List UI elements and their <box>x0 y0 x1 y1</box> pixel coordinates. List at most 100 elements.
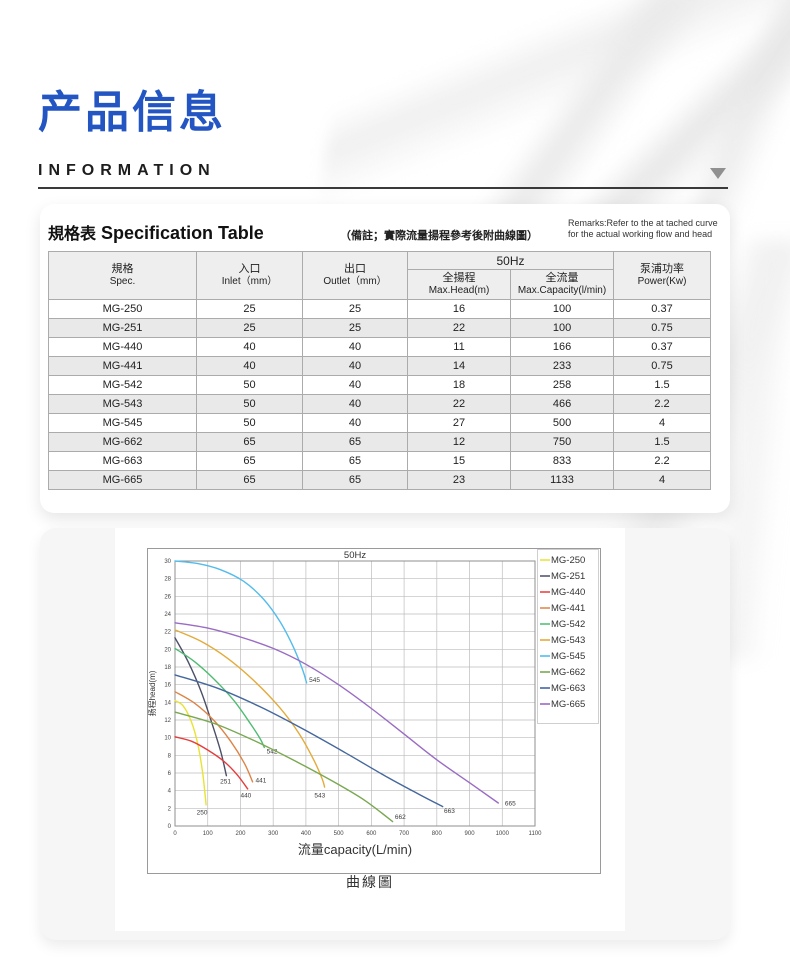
spec-title-cn: 規格表 <box>48 226 97 243</box>
svg-text:500: 500 <box>334 831 345 837</box>
table-cell: MG-545 <box>48 413 197 433</box>
table-cell: 750 <box>509 432 615 452</box>
col-header-2: 出口 Outlet（mm） <box>302 251 408 300</box>
curve-chart-card: 0 100 200 300 400 500 600 700 800 900 1000 1100 0 2 4 6… <box>40 528 730 940</box>
legend-MG-250: MG-250 <box>551 555 585 566</box>
table-cell: 65 <box>302 432 408 452</box>
table-cell: 40 <box>302 375 408 395</box>
spec-remarks: Remarks:Refer to the at tached curve for… <box>568 218 718 239</box>
table-cell: 2.2 <box>613 451 712 471</box>
table-cell: 1.5 <box>613 432 712 452</box>
table-cell: 25 <box>302 299 408 319</box>
svg-text:440: 440 <box>240 793 251 800</box>
spec-table-title: 規格表 Specification Table <box>48 220 264 244</box>
table-cell: 25 <box>196 299 303 319</box>
curve-MG-251 <box>174 637 228 777</box>
curve-MG-545 <box>174 560 308 684</box>
svg-text:20: 20 <box>164 647 171 653</box>
svg-text:0: 0 <box>173 831 177 837</box>
svg-text:16: 16 <box>164 683 171 689</box>
page-title: 产品信息 <box>38 88 226 137</box>
svg-text:251: 251 <box>220 779 231 786</box>
svg-text:4: 4 <box>168 789 172 795</box>
header-divider <box>38 187 728 189</box>
table-cell: 233 <box>509 356 615 376</box>
table-cell: 23 <box>407 470 511 490</box>
table-cell: 25 <box>302 318 408 338</box>
chart-panel: 0 100 200 300 400 500 600 700 800 900 1000 1100 0 2 4 6… <box>115 528 625 931</box>
svg-text:2: 2 <box>168 806 172 812</box>
svg-text:0: 0 <box>168 824 172 830</box>
info-header: INFORMATION <box>38 162 728 186</box>
table-cell: MG-440 <box>48 337 197 357</box>
svg-text:30: 30 <box>164 559 171 565</box>
table-cell: 25 <box>196 318 303 338</box>
svg-text:800: 800 <box>432 831 443 837</box>
table-cell: 18 <box>407 375 511 395</box>
svg-text:700: 700 <box>399 831 410 837</box>
col-header-3: 全揚程 Max.Head(m) <box>407 269 511 300</box>
table-row: MG-545 50 40 27 500 4 <box>48 413 712 433</box>
down-triangle-icon <box>710 168 726 179</box>
table-cell: 2.2 <box>613 394 712 414</box>
svg-text:900: 900 <box>465 831 476 837</box>
table-cell: MG-662 <box>48 432 197 452</box>
table-cell: MG-251 <box>48 318 197 338</box>
svg-text:300: 300 <box>268 831 279 837</box>
table-cell: 27 <box>407 413 511 433</box>
svg-text:1100: 1100 <box>529 831 543 837</box>
svg-text:200: 200 <box>235 831 246 837</box>
spec-note: （備註；實際流量揚程參考後附曲線圖） <box>340 230 538 242</box>
table-row: MG-251 25 25 22 100 0.75 <box>48 318 712 338</box>
table-cell: 65 <box>196 451 303 471</box>
svg-text:543: 543 <box>314 793 325 800</box>
curve-MG-441 <box>174 691 254 783</box>
table-cell: 65 <box>302 470 408 490</box>
svg-text:662: 662 <box>395 814 406 821</box>
pump-curve-chart: 0 100 200 300 400 500 600 700 800 900 1000 11000246… <box>147 548 601 874</box>
table-row: MG-542 50 40 18 258 1.5 <box>48 375 712 395</box>
legend-MG-440: MG-440 <box>551 587 585 598</box>
legend-MG-545: MG-545 <box>551 651 585 662</box>
table-cell: 0.75 <box>613 356 712 376</box>
svg-text:250: 250 <box>197 810 208 817</box>
table-cell: 1.5 <box>613 375 712 395</box>
table-row: MG-440 40 40 11 166 0.37 <box>48 337 712 357</box>
svg-text:14: 14 <box>164 700 171 706</box>
curve-MG-250 <box>174 699 207 806</box>
spec-table: 規格 Spec. 入口 Inlet（mm） 出口 Outlet（mm） 50Hz 泵浦功率 Po… <box>48 251 712 490</box>
curve-MG-665 <box>174 622 499 804</box>
table-cell: 40 <box>196 356 303 376</box>
table-cell: 12 <box>407 432 511 452</box>
svg-text:8: 8 <box>168 753 172 759</box>
col-header-4: 全流量 Max.Capacity(l/min) <box>509 269 615 300</box>
table-cell: 1133 <box>509 470 615 490</box>
table-cell: 500 <box>509 413 615 433</box>
curve-MG-542 <box>174 647 265 749</box>
table-cell: 258 <box>509 375 615 395</box>
table-cell: MG-542 <box>48 375 197 395</box>
table-cell: 22 <box>407 318 511 338</box>
svg-text:50Hz: 50Hz <box>344 550 366 561</box>
table-cell: 50 <box>196 413 303 433</box>
freq-header: 50Hz <box>406 251 615 270</box>
table-cell: 100 <box>509 318 615 338</box>
svg-text:28: 28 <box>164 577 171 583</box>
svg-text:400: 400 <box>301 831 312 837</box>
svg-text:26: 26 <box>164 594 171 600</box>
table-cell: 0.37 <box>613 337 712 357</box>
svg-text:24: 24 <box>164 612 171 618</box>
curve-MG-440 <box>174 736 249 790</box>
table-cell: 40 <box>302 337 408 357</box>
table-cell: 166 <box>509 337 615 357</box>
table-cell: 100 <box>509 299 615 319</box>
svg-text:1000: 1000 <box>496 831 510 837</box>
svg-text:100: 100 <box>203 831 214 837</box>
svg-text:600: 600 <box>366 831 377 837</box>
table-cell: 11 <box>407 337 511 357</box>
svg-text:扬程head(m): 扬程head(m) <box>147 670 157 716</box>
spec-title-en: Specification Table <box>101 223 264 243</box>
table-cell: 16 <box>407 299 511 319</box>
information-label: INFORMATION <box>38 162 216 179</box>
table-cell: 40 <box>196 337 303 357</box>
